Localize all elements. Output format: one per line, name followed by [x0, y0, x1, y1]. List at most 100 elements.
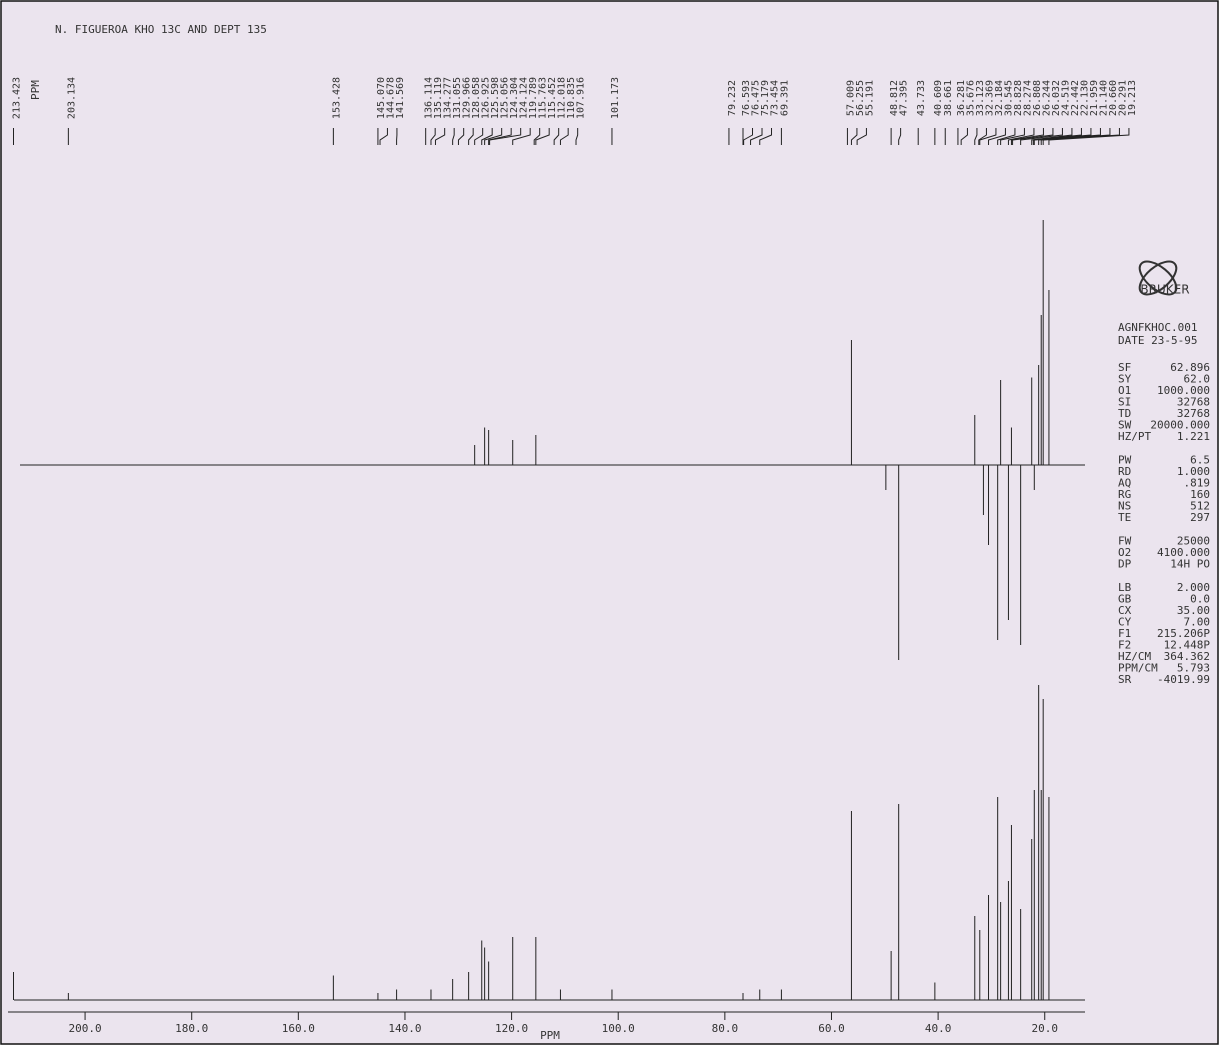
param-key: HZ/CM — [1118, 650, 1151, 663]
peak-label: 145.070 — [376, 77, 387, 119]
param-key: O1 — [1118, 384, 1131, 397]
x-tick-label: 20.0 — [1031, 1022, 1058, 1035]
peak-connector — [553, 128, 560, 145]
param-key: TD — [1118, 407, 1131, 420]
peak-label: 124.304 — [509, 77, 520, 119]
param-key: SW — [1118, 419, 1132, 432]
param-value: 512 — [1190, 500, 1210, 513]
param-value: 62.0 — [1184, 373, 1211, 386]
param-value: -4019.99 — [1157, 673, 1210, 686]
peak-label: 21.959 — [1089, 80, 1100, 116]
peak-label: 48.812 — [889, 80, 900, 116]
bruker-logo — [1138, 260, 1178, 296]
peak-label: 128.058 — [471, 77, 482, 119]
peak-connector — [1000, 128, 1025, 145]
peak-label: 28.274 — [1022, 80, 1033, 116]
peak-connector — [743, 128, 754, 145]
param-value: 364.362 — [1164, 650, 1210, 663]
x-tick-label: 80.0 — [712, 1022, 739, 1035]
peak-label: 79.232 — [727, 80, 738, 116]
param-key: CY — [1118, 616, 1132, 629]
peak-label: 73.454 — [770, 80, 781, 116]
param-key: GB — [1118, 593, 1132, 606]
peak-connector — [512, 128, 531, 145]
param-key: F2 — [1118, 639, 1131, 652]
param-key: SF — [1118, 361, 1131, 374]
param-key: FW — [1118, 535, 1132, 548]
peak-connector — [535, 128, 550, 145]
peak-label: 26.032 — [1051, 80, 1062, 116]
x-tick-label: 60.0 — [818, 1022, 845, 1035]
peak-label: 69.391 — [779, 80, 790, 116]
peak-connector — [997, 128, 1016, 145]
peak-label: 129.966 — [462, 77, 473, 119]
param-value: 160 — [1190, 488, 1210, 501]
peak-label: 57.009 — [845, 80, 856, 116]
param-key: LB — [1118, 581, 1132, 594]
peak-label: 47.395 — [899, 80, 910, 116]
peak-label: 24.519 — [1060, 80, 1071, 116]
param-key: PPM/CM — [1118, 662, 1158, 675]
date: DATE 23-5-95 — [1118, 334, 1197, 347]
peak-label: 213.423 — [12, 77, 23, 119]
peak-label: 76.593 — [741, 80, 752, 116]
x-tick-label: 100.0 — [602, 1022, 635, 1035]
peak-label: 26.808 — [1032, 80, 1043, 116]
param-value: 6.5 — [1190, 454, 1210, 467]
peak-connector — [979, 128, 997, 145]
peak-connector — [960, 128, 968, 145]
param-value: 215.206P — [1157, 627, 1210, 640]
peak-label: 101.173 — [610, 77, 621, 119]
peak-label: 153.428 — [331, 77, 342, 119]
peak-label: 115.763 — [538, 77, 549, 119]
param-key: TE — [1118, 511, 1131, 524]
peak-label: 20.291 — [1117, 80, 1128, 116]
peak-label: 135.119 — [433, 77, 444, 119]
peak-label: 134.277 — [443, 77, 454, 119]
peak-connector — [1020, 128, 1063, 145]
peak-label: 115.452 — [547, 77, 558, 119]
peak-label: 26.244 — [1041, 80, 1052, 116]
x-axis-label: PPM — [540, 1029, 560, 1042]
peak-label: 55.191 — [864, 80, 875, 116]
param-value: 2.000 — [1177, 581, 1210, 594]
param-value: 1.000 — [1177, 465, 1210, 478]
peak-connector — [488, 128, 512, 145]
peak-connector — [850, 128, 858, 145]
param-value: 0.0 — [1190, 593, 1210, 606]
peak-label: 35.676 — [965, 80, 976, 116]
peak-connector — [974, 128, 978, 145]
param-key: RG — [1118, 488, 1131, 501]
param-value: 32768 — [1177, 396, 1210, 409]
peak-connector — [452, 128, 455, 145]
peak-connector — [457, 128, 465, 145]
peak-connector — [898, 128, 902, 145]
param-value: 5.793 — [1177, 662, 1210, 675]
peak-label: 38.661 — [943, 80, 954, 116]
peak-connector — [533, 128, 541, 145]
peak-label: 22.442 — [1070, 80, 1081, 116]
x-tick-label: 200.0 — [69, 1022, 102, 1035]
peak-connector — [474, 128, 484, 145]
param-key: DP — [1118, 558, 1132, 571]
peak-connector — [430, 128, 436, 145]
peak-connector — [434, 128, 446, 145]
peak-label: 76.475 — [751, 80, 762, 116]
brand: BRUKER — [1140, 283, 1189, 297]
peak-connector — [559, 128, 569, 145]
peak-connector — [379, 128, 388, 145]
x-tick-label: 160.0 — [282, 1022, 315, 1035]
peak-label: 33.123 — [975, 80, 986, 116]
param-key: CX — [1118, 604, 1132, 617]
param-key: RD — [1118, 465, 1131, 478]
peak-label: 19.213 — [1127, 80, 1138, 116]
peak-connector — [1012, 128, 1054, 145]
peak-connector — [988, 128, 1006, 145]
peak-connector — [481, 128, 493, 145]
x-tick-label: 40.0 — [925, 1022, 952, 1035]
param-value: 12.448P — [1164, 639, 1211, 652]
peak-label: 136.114 — [424, 77, 435, 119]
peak-label: 21.140 — [1098, 80, 1109, 116]
peak-connector — [759, 128, 773, 145]
peak-connector — [1048, 128, 1130, 145]
